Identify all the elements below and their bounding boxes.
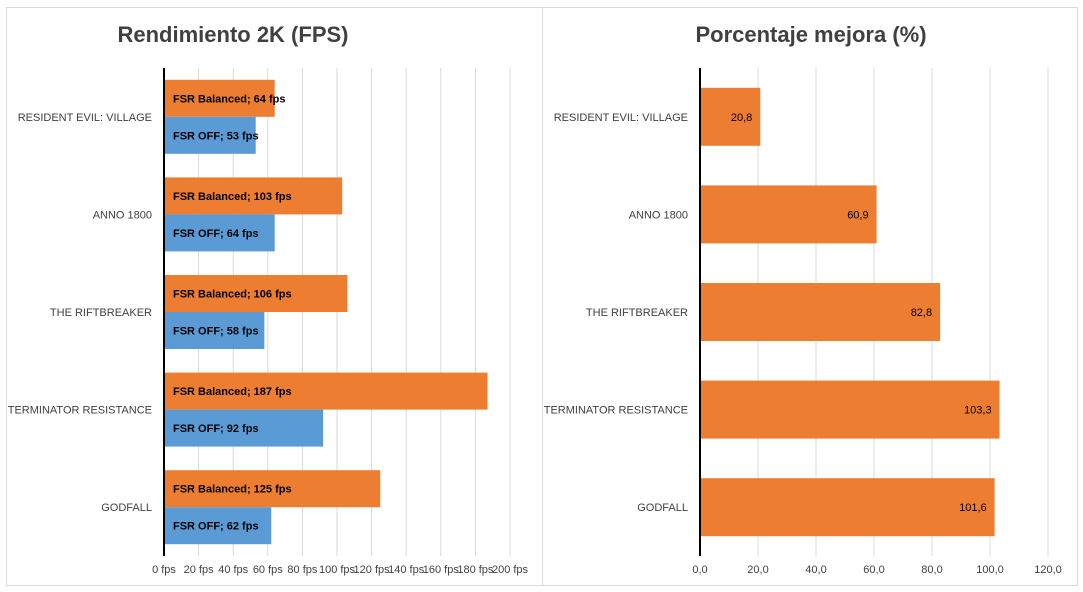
bar (164, 372, 488, 410)
bar (164, 214, 275, 252)
x-tick-label: 40,0 (805, 564, 826, 576)
data-label: 82,8 (911, 307, 932, 319)
bar (164, 312, 265, 349)
data-label: 101,6 (959, 502, 987, 514)
category-label: RESIDENT EVIL: VILLAGE (554, 112, 688, 124)
x-tick-label: 180 fps (457, 564, 494, 576)
data-label: FSR Balanced; 187 fps (173, 386, 292, 398)
x-tick-label: 20 fps (184, 564, 214, 576)
x-tick-label: 160 fps (423, 564, 460, 576)
data-label: FSR OFF; 58 fps (173, 326, 259, 338)
chart-title: Porcentaje mejora (%) (695, 22, 926, 47)
data-label: FSR OFF; 92 fps (173, 423, 259, 435)
bar (164, 116, 256, 154)
data-label: FSR OFF; 64 fps (173, 228, 259, 240)
x-tick-label: 100 fps (319, 564, 356, 576)
category-label: TERMINATOR RESISTANCE (8, 405, 152, 417)
x-tick-label: 40 fps (218, 564, 248, 576)
data-label: FSR Balanced; 64 fps (173, 93, 285, 105)
fps-chart: Rendimiento 2K (FPS) RESIDENT EVIL: VILL… (8, 22, 529, 576)
category-label: ANNO 1800 (629, 209, 688, 221)
x-tick-label: 60,0 (863, 564, 884, 576)
x-tick-label: 100,0 (976, 564, 1004, 576)
x-tick-label: 140 fps (388, 564, 425, 576)
data-label: FSR Balanced; 103 fps (173, 191, 292, 203)
x-tick-label: 200 fps (492, 564, 529, 576)
category-label: THE RIFTBREAKER (50, 307, 152, 319)
data-label: FSR Balanced; 125 fps (173, 484, 292, 496)
bar (164, 470, 381, 508)
data-label: 60,9 (847, 209, 868, 221)
bar (164, 79, 275, 117)
x-tick-label: 0 fps (152, 564, 176, 576)
fps-chart-panel: Rendimiento 2K (FPS) RESIDENT EVIL: VILL… (6, 7, 543, 586)
category-label: THE RIFTBREAKER (586, 307, 688, 319)
x-tick-label: 60 fps (253, 564, 283, 576)
improvement-chart-panel: Porcentaje mejora (%) RESIDENT EVIL: VIL… (542, 7, 1078, 586)
category-label: ANNO 1800 (93, 209, 152, 221)
bar (700, 87, 761, 146)
category-label: GODFALL (637, 502, 688, 514)
data-label: FSR OFF; 53 fps (173, 130, 259, 142)
x-tick-label: 20,0 (747, 564, 768, 576)
chart-title: Rendimiento 2K (FPS) (117, 22, 348, 47)
x-tick-label: 120 fps (354, 564, 391, 576)
bar (700, 380, 1000, 439)
bar (164, 275, 348, 312)
data-label: FSR Balanced; 106 fps (173, 289, 292, 301)
category-label: RESIDENT EVIL: VILLAGE (18, 112, 152, 124)
bar (164, 409, 324, 447)
bar (700, 185, 877, 244)
bar (164, 507, 272, 545)
x-tick-label: 120,0 (1034, 564, 1062, 576)
data-label: 103,3 (964, 405, 992, 417)
x-tick-label: 80,0 (921, 564, 942, 576)
category-label: TERMINATOR RESISTANCE (544, 405, 688, 417)
bar (700, 283, 941, 341)
category-label: GODFALL (101, 502, 152, 514)
data-label: FSR OFF; 62 fps (173, 521, 259, 533)
bar (164, 177, 343, 215)
improvement-chart: Porcentaje mejora (%) RESIDENT EVIL: VIL… (544, 22, 1062, 576)
x-tick-label: 80 fps (287, 564, 317, 576)
x-tick-label: 0,0 (692, 564, 707, 576)
data-label: 20,8 (731, 112, 752, 124)
bar (700, 478, 995, 537)
